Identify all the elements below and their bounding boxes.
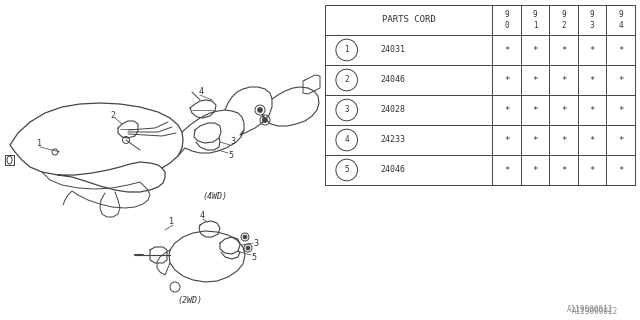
Text: *: * <box>561 165 566 174</box>
Text: 24028: 24028 <box>381 106 406 115</box>
Text: *: * <box>532 45 538 54</box>
Text: 24046: 24046 <box>381 76 406 84</box>
Circle shape <box>243 235 247 239</box>
Text: *: * <box>589 135 595 145</box>
Text: *: * <box>532 165 538 174</box>
Text: 9
4: 9 4 <box>618 10 623 30</box>
Text: 24046: 24046 <box>381 165 406 174</box>
Text: *: * <box>589 106 595 115</box>
Text: *: * <box>561 135 566 145</box>
Text: 5: 5 <box>228 151 234 161</box>
Text: *: * <box>532 76 538 84</box>
Text: *: * <box>618 45 623 54</box>
Text: 1: 1 <box>170 218 175 227</box>
Text: *: * <box>504 45 509 54</box>
Text: 24233: 24233 <box>381 135 406 145</box>
Text: 5: 5 <box>344 165 349 174</box>
Text: 3: 3 <box>253 238 259 247</box>
Text: 1: 1 <box>344 45 349 54</box>
Text: 3: 3 <box>230 138 236 147</box>
Text: A119000012: A119000012 <box>572 308 618 316</box>
Text: *: * <box>504 165 509 174</box>
Text: *: * <box>618 135 623 145</box>
Text: *: * <box>504 106 509 115</box>
Text: PARTS CORD: PARTS CORD <box>382 15 436 25</box>
Text: *: * <box>618 76 623 84</box>
Text: *: * <box>561 106 566 115</box>
Text: 9
3: 9 3 <box>590 10 595 30</box>
Text: *: * <box>504 76 509 84</box>
Text: *: * <box>561 76 566 84</box>
Text: 9
1: 9 1 <box>533 10 538 30</box>
Text: *: * <box>618 165 623 174</box>
Text: *: * <box>532 106 538 115</box>
Text: 2: 2 <box>344 76 349 84</box>
Text: 4: 4 <box>344 135 349 145</box>
Text: 4: 4 <box>200 212 205 220</box>
Text: 3: 3 <box>344 106 349 115</box>
Text: *: * <box>561 45 566 54</box>
Text: A119000012: A119000012 <box>567 306 613 315</box>
Text: *: * <box>589 76 595 84</box>
Circle shape <box>246 246 250 250</box>
Text: 1: 1 <box>38 139 42 148</box>
Text: 2: 2 <box>111 110 115 119</box>
Text: 9
0: 9 0 <box>504 10 509 30</box>
Text: 24031: 24031 <box>381 45 406 54</box>
Text: *: * <box>532 135 538 145</box>
Text: *: * <box>589 45 595 54</box>
Text: (4WD): (4WD) <box>202 191 227 201</box>
Text: 5: 5 <box>252 252 257 261</box>
Text: *: * <box>618 106 623 115</box>
Text: (2WD): (2WD) <box>177 295 202 305</box>
Text: 9
2: 9 2 <box>561 10 566 30</box>
Text: 4: 4 <box>198 86 204 95</box>
Text: *: * <box>589 165 595 174</box>
Text: *: * <box>504 135 509 145</box>
Circle shape <box>262 117 268 123</box>
Circle shape <box>257 108 262 113</box>
